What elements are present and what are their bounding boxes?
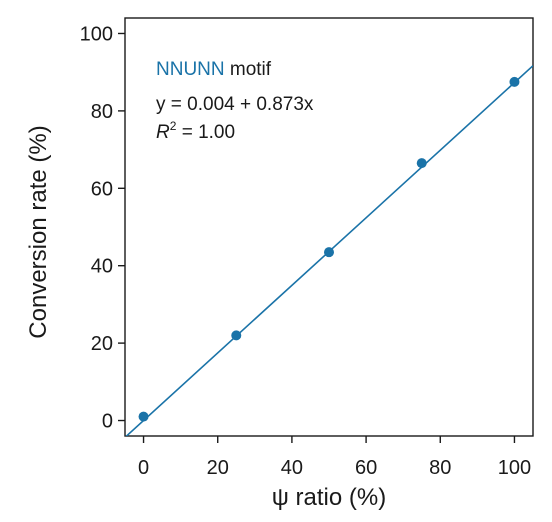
data-point xyxy=(138,411,149,422)
motif-sequence: NNUNN xyxy=(156,59,225,80)
y-tick-label: 100 xyxy=(80,23,113,45)
data-points xyxy=(138,76,520,422)
y-tick-label: 20 xyxy=(91,333,113,355)
y-tick-label: 40 xyxy=(91,256,113,278)
r-squared-label: R2 = 1.00 xyxy=(156,119,235,143)
x-tick-label: 40 xyxy=(281,457,303,479)
plot-frame xyxy=(124,17,534,437)
data-point xyxy=(509,76,520,87)
y-axis-title: Conversion rate (%) xyxy=(25,125,52,338)
data-point xyxy=(231,330,242,341)
x-tick-label: 0 xyxy=(138,457,149,479)
data-point xyxy=(324,247,334,258)
r-symbol: R xyxy=(156,122,170,143)
x-tick-label: 100 xyxy=(498,457,531,479)
data-point xyxy=(416,158,427,169)
y-axis-ticks: 0 20 40 60 80 100 xyxy=(80,23,125,433)
motif-suffix: motif xyxy=(225,59,272,80)
x-tick-label: 20 xyxy=(207,457,229,479)
r-superscript: 2 xyxy=(170,119,177,133)
x-axis-ticks: 0 20 40 60 80 100 xyxy=(138,436,531,479)
x-tick-label: 80 xyxy=(429,457,451,479)
y-tick-label: 60 xyxy=(91,178,113,200)
plot-border xyxy=(124,17,534,437)
fit-equation: y = 0.004 + 0.873x xyxy=(156,94,314,115)
motif-label: NNUNN motif xyxy=(156,59,272,80)
x-axis-title: ψ ratio (%) xyxy=(272,484,386,511)
y-tick-label: 80 xyxy=(91,101,113,123)
y-tick-label: 0 xyxy=(102,411,113,433)
r-squared-value: = 1.00 xyxy=(176,122,235,143)
x-tick-label: 60 xyxy=(355,457,377,479)
